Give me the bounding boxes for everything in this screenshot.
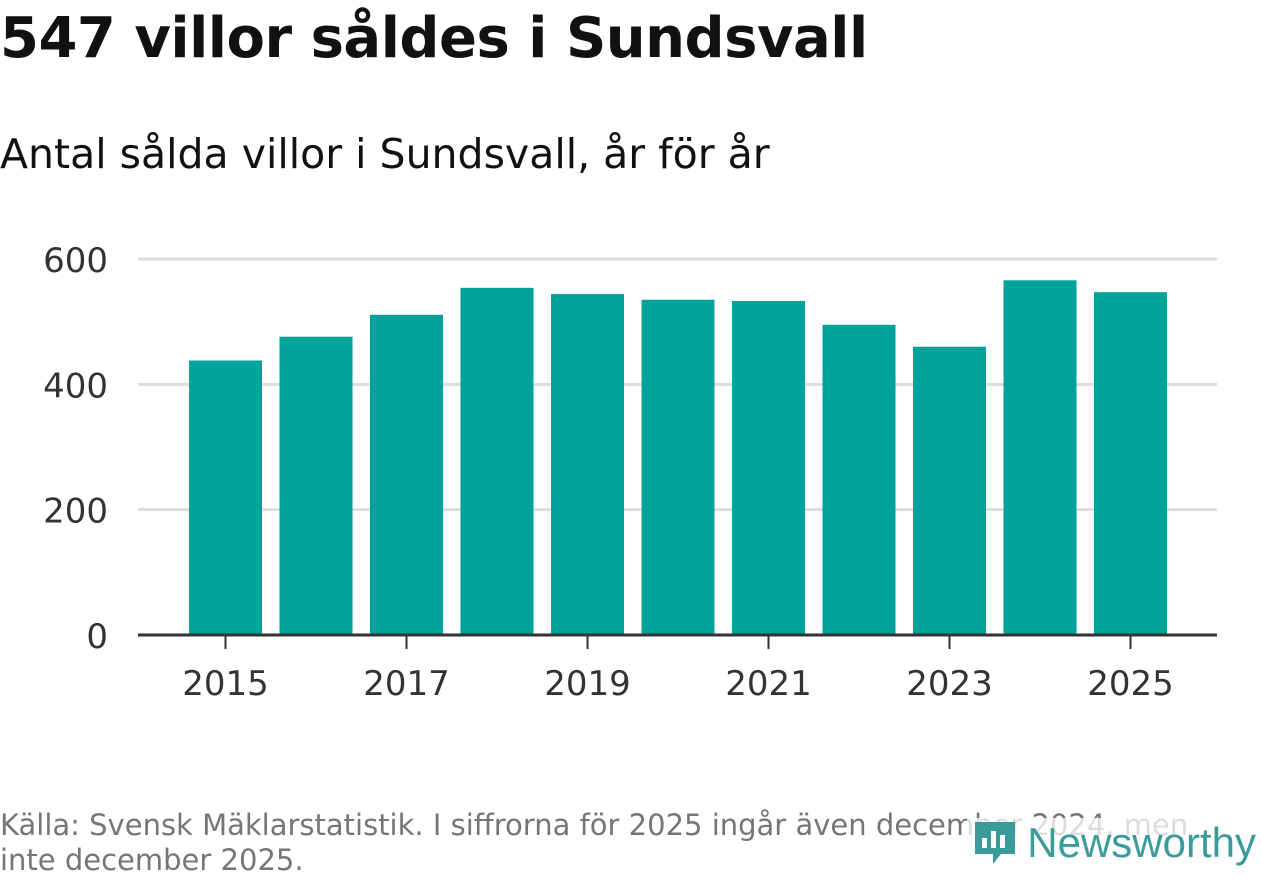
bar-2016 <box>279 336 353 635</box>
bar-2023 <box>913 346 986 635</box>
y-tick-label: 600 <box>43 241 108 281</box>
x-tick-label: 2017 <box>363 664 450 704</box>
bar-2018 <box>460 287 534 635</box>
x-tick-label: 2021 <box>725 664 812 704</box>
y-tick-label: 400 <box>43 366 108 406</box>
x-tick-label: 2015 <box>182 664 269 704</box>
brand-name: Newsworthy <box>1027 819 1256 866</box>
bar-2019 <box>551 294 624 635</box>
chart-subtitle: Antal sålda villor i Sundsvall, år för å… <box>0 130 770 178</box>
bar-2020 <box>641 299 715 635</box>
bar-2025 <box>1094 292 1167 635</box>
x-tick-label: 2025 <box>1087 664 1174 704</box>
newsworthy-logo-icon <box>975 822 1016 864</box>
y-tick-label: 0 <box>86 617 108 657</box>
bar-2021 <box>732 300 805 635</box>
bar-2017 <box>370 314 443 635</box>
y-tick-label: 200 <box>43 492 108 532</box>
x-tick-label: 2023 <box>906 664 993 704</box>
bar-2015 <box>189 360 262 635</box>
chart-title: 547 villor såldes i Sundsvall <box>0 6 868 71</box>
x-tick-label: 2019 <box>544 664 631 704</box>
brand-logo: Newsworthy <box>967 818 1256 868</box>
bar-2024 <box>1003 280 1077 635</box>
bar-2022 <box>822 324 896 635</box>
